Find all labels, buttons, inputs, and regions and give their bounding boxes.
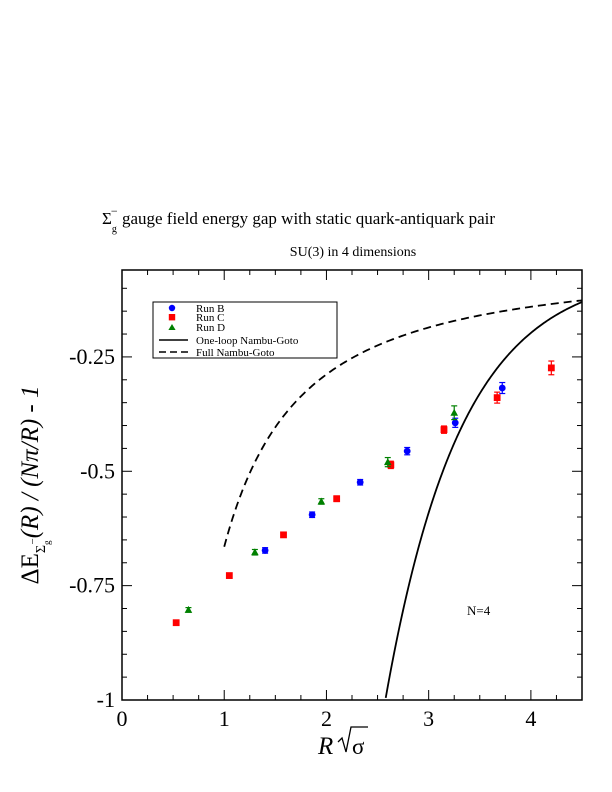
chart-title: Σg − gauge field energy gap with static q… xyxy=(102,204,495,235)
point-run-b xyxy=(498,384,506,392)
point-run-b xyxy=(356,478,364,486)
legend-label-full-ng: Full Nambu-Goto xyxy=(196,347,275,359)
axis-tick-labels: 0 1 2 3 4 -1 -0.75 -0.5 -0.25 xyxy=(69,344,536,731)
point-run-d xyxy=(184,605,193,613)
curve-one-loop-nambu-goto xyxy=(384,301,583,699)
x-tick-label: 2 xyxy=(321,706,332,731)
legend-label-run-c: Run C xyxy=(196,312,224,324)
x-tick-label: 3 xyxy=(423,706,434,731)
title-rest: gauge field energy gap with static quark… xyxy=(118,209,496,228)
y-axis-label: ΔEΣg−(R) / (Nπ/R) - 1 xyxy=(17,386,52,585)
point-run-d xyxy=(317,497,326,505)
x-tick-label: 0 xyxy=(117,706,128,731)
x-axis-sqrt-sign xyxy=(337,726,368,753)
y-label-suffix: (R) / (Nπ/R) - 1 xyxy=(17,386,44,539)
x-tick-label: 1 xyxy=(219,706,230,731)
legend: Run B Run C Run D One-loop Nambu-Goto Fu… xyxy=(152,301,338,359)
point-run-d xyxy=(450,408,459,416)
point-run-c xyxy=(493,394,501,402)
y-tick-label: -0.25 xyxy=(69,344,115,369)
y-tick-label: -1 xyxy=(97,687,115,712)
point-run-d xyxy=(383,458,392,466)
data-points xyxy=(172,360,555,627)
legend-marker-run-d xyxy=(168,324,176,330)
point-run-c xyxy=(440,426,448,434)
y-tick-label: -0.75 xyxy=(69,573,115,598)
x-tick-label: 4 xyxy=(525,706,536,731)
legend-marker-run-c xyxy=(168,314,176,321)
x-axis-label-sqrt: σ xyxy=(352,734,365,759)
curve-full-nambu-goto xyxy=(223,299,583,547)
legend-label-one-loop: One-loop Nambu-Goto xyxy=(196,335,299,347)
point-run-d xyxy=(251,548,259,556)
title-sup: − xyxy=(111,204,118,218)
y-tick-label: -0.5 xyxy=(80,458,115,483)
point-run-b xyxy=(403,447,411,455)
point-run-c xyxy=(172,619,180,627)
point-run-c xyxy=(280,531,287,539)
y-label-prefix: ΔE xyxy=(17,553,44,584)
point-run-c xyxy=(333,495,341,503)
point-run-b xyxy=(308,511,316,519)
annotation-n4: N=4 xyxy=(467,603,491,618)
point-run-c xyxy=(547,364,555,372)
point-run-c xyxy=(225,572,233,579)
legend-marker-run-b xyxy=(168,304,176,312)
legend-label-run-d: Run D xyxy=(196,322,225,334)
point-run-b xyxy=(261,547,269,554)
model-curves xyxy=(223,299,583,699)
y-label-subsub: g xyxy=(42,540,52,545)
chart-subtitle: SU(3) in 4 dimensions xyxy=(290,245,416,260)
y-label-sub-symbol: Σ xyxy=(34,545,49,553)
legend-label-run-b: Run B xyxy=(196,303,224,315)
point-run-b xyxy=(451,419,459,427)
axis-ticks xyxy=(121,270,583,701)
x-axis-label-main: R xyxy=(317,733,333,760)
title-symbol: Σ xyxy=(102,209,112,228)
legend-frame xyxy=(152,301,338,359)
y-label-subsup: − xyxy=(27,538,39,544)
title-sub: g xyxy=(112,224,117,235)
